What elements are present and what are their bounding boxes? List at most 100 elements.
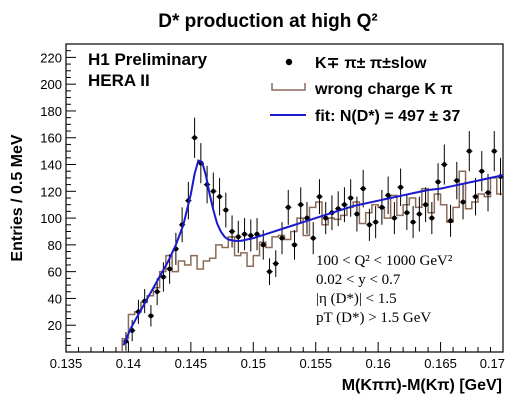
data-point-marker: [360, 186, 366, 192]
data-point-marker: [192, 135, 198, 141]
data-point: [322, 202, 329, 235]
fit-curve-line: [122, 159, 504, 346]
y-tick-label: 80: [48, 238, 62, 253]
data-point: [272, 250, 279, 278]
legend-wrong-charge-label: wrong charge K π: [314, 81, 453, 98]
data-point-marker: [248, 233, 254, 238]
data-point: [409, 206, 417, 239]
cut-pt: pT (D*) > 1.5 GeV: [316, 310, 431, 326]
data-point-marker: [373, 219, 379, 225]
data-point: [397, 168, 404, 207]
data-point-marker: [273, 261, 279, 267]
data-point-marker: [223, 207, 229, 213]
data-point: [210, 172, 217, 211]
data-point: [160, 262, 167, 292]
data-point: [428, 202, 435, 235]
data-point: [316, 179, 323, 215]
data-point-marker: [292, 242, 297, 248]
data-point: [391, 202, 398, 235]
y-tick-label: 140: [40, 158, 62, 173]
data-point: [335, 191, 342, 227]
data-point-marker: [348, 195, 354, 201]
data-point-marker: [398, 184, 404, 190]
cuts-annotation: 100 < Q² < 1000 GeV² 0.02 < y < 0.7 |η (…: [316, 253, 453, 326]
data-point: [372, 206, 379, 239]
data-point-marker: [423, 202, 428, 208]
data-point-marker: [435, 179, 441, 185]
data-point-marker: [310, 235, 316, 241]
x-tick-label: 0.16: [365, 356, 390, 371]
data-point: [253, 218, 261, 251]
data-point-marker: [229, 229, 235, 234]
chart-title: D* production at high Q²: [158, 11, 378, 32]
data-point: [216, 177, 223, 216]
legend: K∓ π± π±slow wrong charge K π fit: N(D*)…: [270, 55, 460, 125]
y-tick-label: 220: [40, 50, 62, 65]
data-point: [466, 131, 473, 172]
data-point: [385, 176, 392, 215]
data-point-marker: [416, 211, 422, 217]
legend-wrong-charge-marker: [271, 83, 306, 91]
data-point-marker: [354, 211, 360, 217]
data-point-marker: [260, 242, 266, 248]
data-point: [353, 196, 361, 232]
x-axis-label: M(Kππ)-M(Kπ) [GeV]: [342, 377, 502, 394]
data-point-marker: [167, 266, 173, 272]
h1-preliminary-label: H1 Preliminary: [88, 50, 208, 69]
y-tick-label: 200: [40, 77, 62, 92]
data-point: [472, 177, 479, 216]
y-tick-label: 20: [48, 318, 62, 333]
data-point-marker: [279, 235, 285, 241]
cut-y: 0.02 < y < 0.7: [316, 272, 401, 288]
x-tick-label: 0.15: [241, 356, 266, 371]
data-point-marker: [485, 190, 491, 196]
data-point: [191, 117, 198, 158]
data-point: [453, 161, 460, 200]
y-axis-label: Entries / 0.5 MeV: [9, 134, 26, 261]
cut-eta: |η (D*)| < 1.5: [316, 291, 397, 307]
x-tick-label: 0.14: [116, 356, 141, 371]
data-point: [247, 219, 254, 252]
legend-data-marker: [285, 58, 293, 66]
data-point-marker: [385, 192, 391, 198]
data-point: [459, 184, 467, 220]
cut-q2: 100 < Q² < 1000 GeV²: [316, 253, 453, 269]
data-point-marker: [479, 168, 485, 174]
data-point: [266, 258, 273, 286]
x-tick-label: 0.145: [175, 356, 208, 371]
legend-data-label: K∓ π± π±slow: [315, 55, 427, 72]
data-point: [434, 163, 442, 201]
data-point-marker: [454, 178, 460, 183]
data-point-marker: [304, 215, 310, 221]
data-point: [297, 187, 304, 223]
data-point: [484, 173, 492, 212]
x-tick-label: 0.17: [480, 356, 505, 371]
data-point: [491, 131, 498, 172]
data-point-marker: [367, 222, 372, 228]
y-tick-label: 60: [48, 265, 62, 280]
data-point: [360, 169, 367, 208]
data-point-marker: [391, 215, 397, 221]
x-tick-label: 0.165: [424, 356, 457, 371]
x-tick-label: 0.135: [50, 356, 83, 371]
data-point-marker: [160, 274, 166, 280]
data-point-marker: [154, 289, 160, 295]
data-point-marker: [217, 194, 222, 200]
data-point: [416, 196, 423, 232]
y-axis: 20 40 60 80 100 120 140 160 180 200 220: [40, 43, 76, 346]
data-point-marker: [285, 204, 291, 210]
data-point: [422, 187, 429, 223]
legend-fit-label: fit: N(D*) = 497 ± 37: [315, 108, 460, 125]
data-point: [147, 305, 155, 327]
y-tick-label: 180: [40, 104, 62, 119]
data-point-marker: [298, 202, 304, 208]
data-point-marker: [491, 148, 497, 154]
data-point-marker: [267, 269, 272, 275]
data-point: [341, 187, 348, 223]
data-point: [478, 151, 485, 192]
data-point: [441, 144, 448, 185]
data-point-marker: [448, 218, 453, 224]
x-tick-label: 0.155: [299, 356, 332, 371]
data-point: [235, 220, 242, 253]
data-point-marker: [317, 194, 322, 200]
